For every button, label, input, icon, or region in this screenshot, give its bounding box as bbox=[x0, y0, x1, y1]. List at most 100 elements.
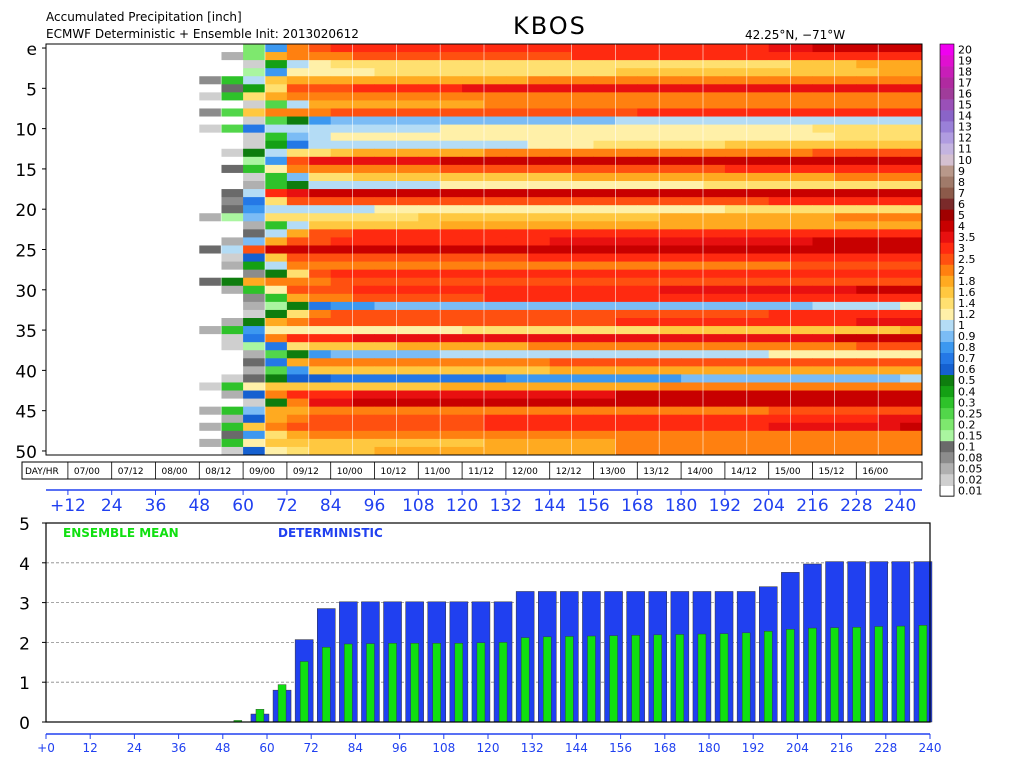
colorbar-label: 6 bbox=[958, 198, 965, 211]
heatmap-cell bbox=[440, 430, 463, 440]
heatmap-cell bbox=[900, 221, 923, 230]
heatmap-cell bbox=[681, 309, 704, 319]
heatmap-cell bbox=[286, 350, 310, 359]
heatmap-cell bbox=[418, 430, 441, 440]
heatmap-cell bbox=[878, 213, 901, 222]
heatmap-cell bbox=[265, 205, 288, 214]
y-tick-label: 0 bbox=[19, 714, 30, 734]
heatmap-cell bbox=[549, 116, 572, 125]
heatmap-cell bbox=[396, 237, 419, 246]
heatmap-cell bbox=[659, 52, 682, 61]
heatmap-cell bbox=[681, 76, 704, 85]
heatmap-cell bbox=[878, 309, 901, 319]
heatmap-cell bbox=[352, 213, 375, 222]
heatmap-cell bbox=[615, 406, 638, 416]
heatmap-cell bbox=[89, 245, 113, 254]
heatmap-cell bbox=[571, 269, 594, 279]
heatmap-cell bbox=[856, 229, 879, 238]
heatmap-cell bbox=[856, 318, 879, 327]
heatmap-cell bbox=[856, 350, 879, 359]
heatmap-cell bbox=[111, 301, 134, 311]
heatmap-cell bbox=[900, 92, 923, 101]
heatmap-cell bbox=[286, 301, 310, 311]
heatmap-cell bbox=[856, 237, 879, 246]
heatmap-cell bbox=[462, 172, 485, 182]
heatmap-cell bbox=[89, 84, 113, 93]
heatmap-cell bbox=[746, 237, 770, 246]
heatmap-cell bbox=[484, 84, 507, 93]
heatmap-cell bbox=[308, 108, 332, 117]
colorbar-swatch bbox=[940, 121, 954, 133]
heatmap-cell bbox=[878, 261, 901, 271]
heatmap-cell bbox=[46, 430, 69, 440]
heatmap-cell bbox=[199, 430, 222, 440]
heatmap-cell bbox=[155, 84, 178, 93]
heatmap-cell bbox=[790, 261, 813, 271]
heatmap-cell bbox=[768, 205, 791, 214]
heatmap-cell bbox=[89, 269, 113, 279]
colorbar-label: 17 bbox=[958, 77, 972, 90]
heatmap-cell bbox=[484, 229, 507, 238]
heatmap-cell bbox=[396, 205, 419, 214]
heatmap-cell bbox=[834, 60, 857, 69]
heatmap-cell bbox=[571, 253, 594, 262]
heatmap-cell bbox=[352, 148, 375, 158]
colorbar-label: 0.7 bbox=[958, 352, 976, 365]
heatmap-cell bbox=[199, 60, 222, 69]
heatmap-cell bbox=[812, 269, 835, 279]
heatmap-cell bbox=[155, 181, 178, 190]
x-tick-label: 240 bbox=[919, 741, 942, 755]
heatmap-cell bbox=[330, 430, 353, 440]
colorbar-swatch bbox=[940, 231, 954, 243]
heatmap-cell bbox=[67, 132, 91, 142]
row-tick-label: 35 bbox=[15, 322, 37, 342]
heatmap-cell bbox=[155, 68, 178, 77]
heatmap-cell bbox=[681, 52, 704, 61]
heatmap-cell bbox=[637, 205, 660, 214]
heatmap-cell bbox=[637, 221, 660, 230]
heatmap-cell bbox=[484, 301, 507, 311]
heatmap-cell bbox=[308, 366, 332, 375]
heatmap-cell bbox=[221, 60, 244, 69]
heatmap-cell bbox=[308, 237, 332, 246]
heatmap-cell bbox=[396, 277, 419, 287]
heatmap-cell bbox=[593, 132, 616, 142]
heatmap-cell bbox=[484, 221, 507, 230]
heatmap-cell bbox=[111, 414, 134, 424]
heatmap-cell bbox=[199, 68, 222, 77]
heatmap-cell bbox=[615, 382, 638, 391]
heatmap-cell bbox=[418, 326, 441, 335]
heatmap-cell bbox=[330, 334, 353, 343]
heatmap-cell bbox=[308, 318, 332, 327]
colorbar-label: 1.4 bbox=[958, 297, 976, 310]
heatmap-cell bbox=[221, 92, 244, 101]
heatmap-cell bbox=[155, 285, 178, 295]
heatmap-cell bbox=[352, 342, 375, 351]
heatmap-cell bbox=[549, 205, 572, 214]
heatmap-cell bbox=[199, 253, 222, 262]
heatmap-cell bbox=[812, 326, 835, 335]
heatmap-cell bbox=[352, 132, 375, 142]
heatmap-cell bbox=[527, 358, 551, 367]
heatmap-cell bbox=[900, 446, 923, 456]
heatmap-cell bbox=[703, 374, 726, 383]
heatmap-cell bbox=[462, 277, 485, 287]
heatmap-cell bbox=[286, 68, 310, 77]
heatmap-cell bbox=[374, 92, 397, 101]
heatmap-cell bbox=[46, 156, 69, 166]
heatmap-cell bbox=[111, 309, 134, 319]
heatmap-cell bbox=[462, 116, 485, 125]
heatmap-cell bbox=[418, 366, 441, 375]
heatmap-cell bbox=[243, 213, 266, 222]
heatmap-cell bbox=[440, 350, 463, 359]
heatmap-cell bbox=[46, 326, 69, 335]
heatmap-cell bbox=[768, 140, 791, 150]
heatmap-cell bbox=[659, 414, 682, 424]
heatmap-cell bbox=[330, 221, 353, 230]
heatmap-cell bbox=[571, 229, 594, 238]
heatmap-cell bbox=[418, 414, 441, 424]
heatmap-cell bbox=[746, 446, 770, 456]
heatmap-cell bbox=[286, 44, 310, 53]
heatmap-cell bbox=[593, 124, 616, 134]
heatmap-cell bbox=[615, 277, 638, 287]
